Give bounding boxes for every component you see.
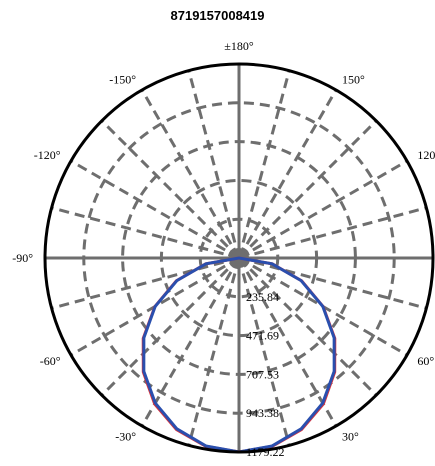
grid-spoke [187, 257, 241, 446]
angle-label: 60° [417, 354, 434, 368]
series-curve-1 [142, 256, 336, 454]
angle-label: 30° [342, 429, 359, 443]
grid-spoke [237, 257, 291, 446]
angle-label: 150° [342, 73, 365, 87]
radial-tick-label: 707.53 [246, 367, 279, 381]
grid-spoke [237, 256, 378, 397]
radial-tick-label: 1179.22 [246, 445, 285, 459]
radial-tick-label: 471.69 [246, 329, 279, 343]
grid-spoke [237, 70, 291, 259]
grid-spoke [51, 256, 240, 310]
grid-spoke [238, 206, 427, 260]
angle-label: -60° [40, 354, 61, 368]
grid-spoke [187, 70, 241, 259]
angle-label: -120° [34, 148, 61, 162]
grid-spoke [100, 119, 241, 260]
radial-tick-label: 235.84 [246, 290, 279, 304]
angle-label: -30° [115, 429, 136, 443]
outer-circle [43, 62, 435, 454]
grid-spoke [237, 257, 338, 427]
radial-tick-label: 943.38 [246, 406, 279, 420]
grid-spoke [238, 159, 408, 260]
angle-label: ±180° [224, 39, 254, 53]
grid-spoke [237, 119, 378, 260]
angle-label: -90° [12, 251, 33, 265]
angle-label: 120° [417, 148, 435, 162]
grid-spoke [237, 89, 338, 259]
grid-spoke [51, 206, 240, 260]
chart-title: 8719157008419 [170, 8, 265, 23]
angle-label: 0° [234, 463, 245, 466]
grid-spoke [238, 256, 427, 310]
grid-spoke [70, 159, 240, 260]
grid-spoke [140, 89, 241, 259]
grid-spoke [100, 256, 241, 397]
grid-spoke [140, 257, 241, 427]
angle-label: -150° [109, 73, 136, 87]
